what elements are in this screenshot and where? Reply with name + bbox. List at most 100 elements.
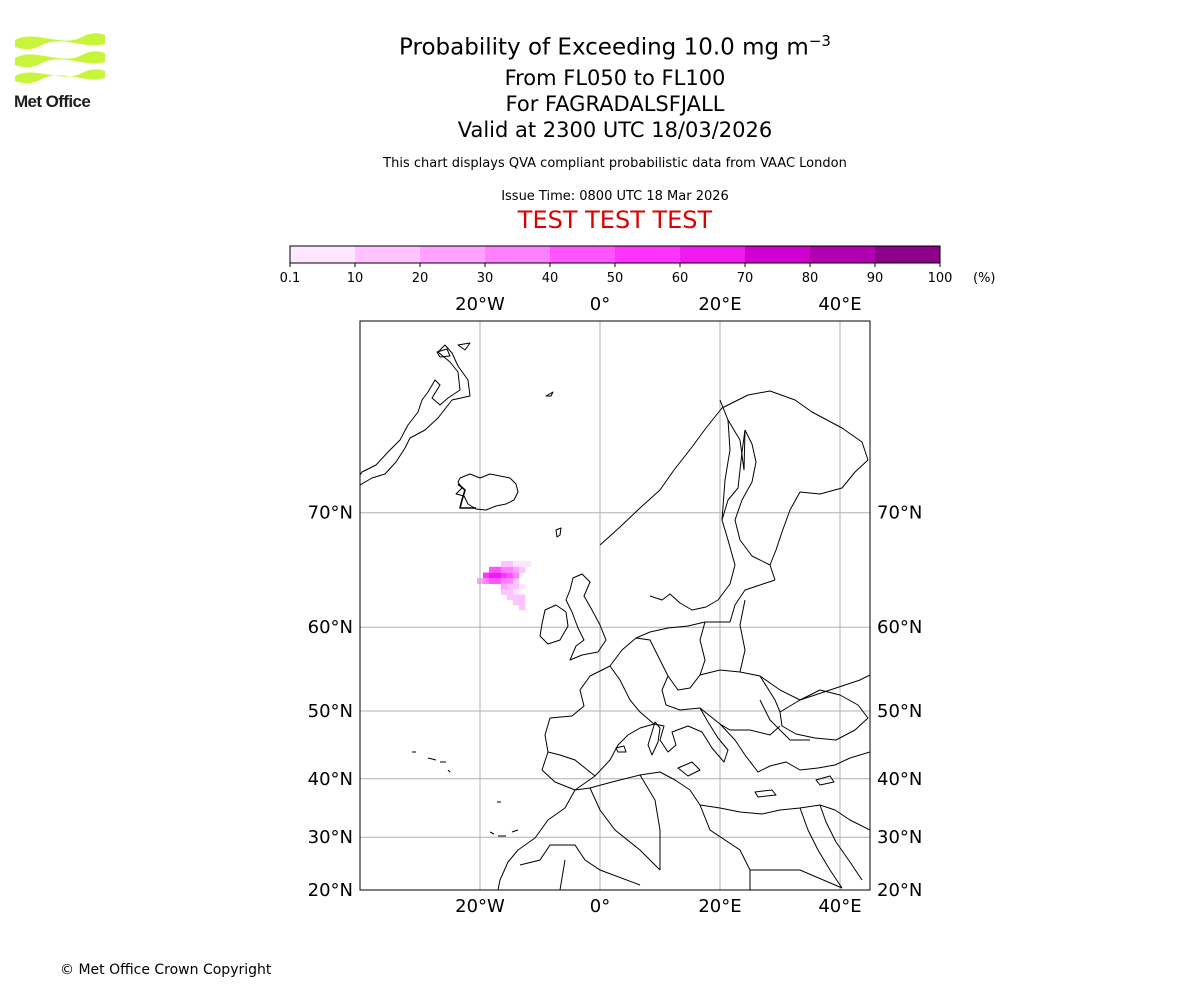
plume-cell: [513, 594, 520, 601]
lon-label-bottom: 40°E: [818, 896, 861, 917]
sicily: [677, 761, 701, 777]
finland-coast: [734, 429, 771, 566]
lat-label-right: 20°N: [877, 880, 922, 901]
plume-cell: [489, 578, 496, 585]
chart-title: Probability of Exceeding 10.0 mg m−3: [315, 24, 915, 65]
plume-cell: [513, 572, 520, 579]
red-sea: [799, 804, 863, 889]
colorbar-tick-label: 40: [542, 271, 559, 286]
azores: [412, 751, 451, 773]
great-britain: [565, 573, 607, 661]
sweden-finland-east: [769, 459, 869, 581]
plume-cell: [507, 572, 514, 579]
iceland-coast: [455, 473, 519, 511]
plume-cell: [507, 578, 514, 585]
lat-label-left: 60°N: [308, 617, 353, 638]
country-borders: [519, 399, 870, 890]
lon-label-top: 20°E: [698, 294, 741, 315]
plume-cell: [513, 578, 520, 585]
plume-cell: [507, 566, 514, 573]
lat-label-right: 70°N: [877, 503, 922, 524]
plume-cell: [501, 589, 508, 595]
plume-cell: [519, 560, 526, 568]
colorbar-segment: [485, 246, 551, 263]
colorbar-segment: [420, 246, 486, 263]
lon-label-top: 0°: [590, 294, 610, 315]
balearic: [615, 745, 627, 753]
lat-label-right: 30°N: [877, 827, 922, 848]
plume-cell: [483, 572, 490, 579]
plume-cell: [501, 572, 508, 579]
plume-cell: [489, 572, 496, 579]
logo-wave-1: [15, 33, 105, 50]
title-block: Probability of Exceeding 10.0 mg m−3 Fro…: [315, 24, 915, 235]
plume-cell: [519, 594, 526, 601]
chart-title-exponent: −3: [808, 32, 831, 50]
flight-levels: From FL050 to FL100: [504, 65, 726, 90]
lon-label-bottom: 20°E: [698, 896, 741, 917]
greenland-coast: [360, 344, 471, 486]
colorbar-tick-label: 30: [477, 271, 494, 286]
lat-label-right: 40°N: [877, 769, 922, 790]
plume-cell: [495, 572, 502, 579]
coastlines: [360, 342, 870, 890]
colorbar-tick-label: 60: [672, 271, 689, 286]
lon-label-bottom: 20°W: [455, 896, 505, 917]
colorbar-tick-label: 0.1: [280, 271, 301, 286]
faroe-islands: [555, 527, 562, 538]
chart-description: This chart displays QVA compliant probab…: [383, 155, 847, 171]
canaries: [489, 829, 519, 837]
plume-cell: [483, 578, 490, 585]
colorbar-tick-label: 100: [928, 271, 953, 286]
plume-cell: [519, 604, 526, 611]
plume-cell: [513, 560, 520, 568]
colorbar-segment: [875, 246, 941, 263]
colorbar-segment: [355, 246, 421, 263]
lon-label-top: 40°E: [818, 294, 861, 315]
map-frame: [359, 320, 871, 891]
crete: [754, 789, 777, 798]
colorbar-unit: (%): [973, 271, 996, 286]
logo-wave-2: [15, 51, 105, 68]
plume-cell: [519, 583, 526, 590]
cyprus: [815, 775, 835, 786]
plume-cell: [513, 599, 520, 606]
ireland: [539, 604, 569, 645]
corsica-sardinia: [647, 721, 661, 756]
lon-label-top: 20°W: [455, 294, 505, 315]
axis-labels: 20°W 20°W 0° 0° 20°E 20°E 40°E 40°E 70°N 70°N 60°N…: [308, 294, 923, 917]
colorbar-tick-label: 10: [347, 271, 364, 286]
colorbar-tick-label: 70: [737, 271, 754, 286]
africa-coast: [497, 789, 576, 890]
colorbar-tick-label: 20: [412, 271, 429, 286]
westfjords: [457, 483, 476, 509]
gulf-of-bothnia: [649, 429, 746, 611]
colorbar-tick-label: 90: [867, 271, 884, 286]
test-banner: TEST TEST TEST: [517, 205, 713, 234]
volcano-name: For FAGRADALSFJALL: [505, 91, 725, 116]
issue-time: Issue Time: 0800 UTC 18 Mar 2026: [501, 188, 729, 204]
colorbar: 0.1 10 20 30 40 50 60 70 80 90 100 (%): [280, 245, 996, 286]
colorbar-segment: [290, 246, 356, 263]
plume-cell: [519, 566, 526, 573]
plume-cell: [513, 589, 520, 595]
colorbar-segment: [550, 246, 616, 263]
lat-label-left: 30°N: [308, 827, 353, 848]
plume-cell: [507, 583, 514, 590]
colorbar-segment: [680, 246, 746, 263]
lat-label-left: 20°N: [308, 880, 353, 901]
colorbar-tick-label: 80: [802, 271, 819, 286]
jan-mayen: [545, 391, 554, 397]
plume-cell: [513, 583, 520, 590]
lat-label-left: 50°N: [308, 701, 353, 722]
plume-cell: [501, 566, 508, 573]
colorbar-segment: [745, 246, 811, 263]
greenland-islands: [436, 342, 471, 358]
plume-cell: [489, 566, 496, 573]
lon-label-bottom: 0°: [590, 896, 610, 917]
copyright: © Met Office Crown Copyright: [60, 962, 272, 978]
plume-cell: [495, 578, 502, 585]
europe-west-coast: [541, 625, 870, 791]
logo-wave-3: [15, 69, 105, 84]
